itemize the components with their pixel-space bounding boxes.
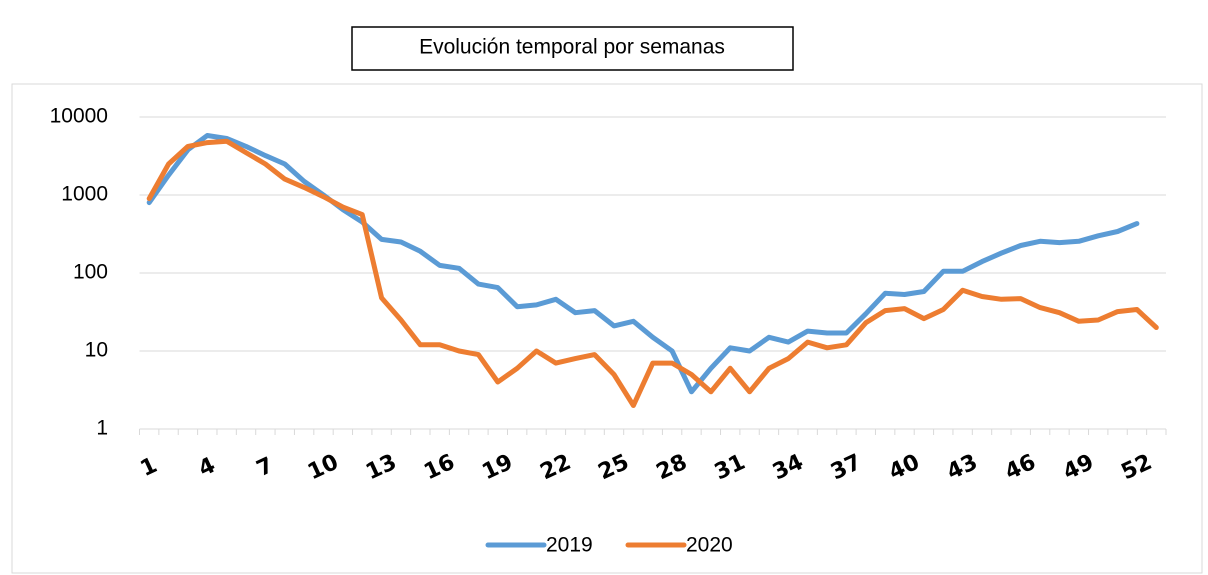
x-tick-label: 4 <box>195 453 219 482</box>
x-tick-label: 28 <box>653 450 691 486</box>
x-tick-label: 25 <box>595 450 633 486</box>
legend-label: 2019 <box>546 534 593 557</box>
x-tick-label: 52 <box>1118 450 1156 486</box>
x-tick-label: 40 <box>885 450 923 486</box>
x-tick-label: 46 <box>1001 450 1039 486</box>
y-tick-label: 1000 <box>61 183 108 206</box>
x-tick-label: 10 <box>304 450 342 486</box>
x-tick-label: 7 <box>253 453 277 482</box>
y-tick-label: 10000 <box>50 105 108 128</box>
y-tick-label: 100 <box>73 261 108 284</box>
series-line <box>146 133 1140 395</box>
x-tick-label: 22 <box>537 450 575 486</box>
x-tick-label: 16 <box>420 450 458 486</box>
chart-title: Evolución temporal por semanas <box>419 36 725 59</box>
x-tick-label: 1 <box>137 453 161 482</box>
x-tick-label: 19 <box>478 450 516 486</box>
legend-label: 2020 <box>686 534 733 557</box>
x-tick-label: 37 <box>827 450 865 486</box>
y-tick-label: 1 <box>96 417 108 440</box>
x-tick-label: 13 <box>362 450 400 486</box>
x-tick-label: 49 <box>1059 450 1097 486</box>
x-tick-label: 34 <box>769 450 807 486</box>
y-tick-label: 10 <box>85 339 108 362</box>
x-tick-label: 43 <box>943 450 981 486</box>
title-box <box>351 26 794 71</box>
chart-border <box>11 83 1203 574</box>
series-line <box>146 138 1159 408</box>
x-tick-label: 31 <box>711 450 749 486</box>
